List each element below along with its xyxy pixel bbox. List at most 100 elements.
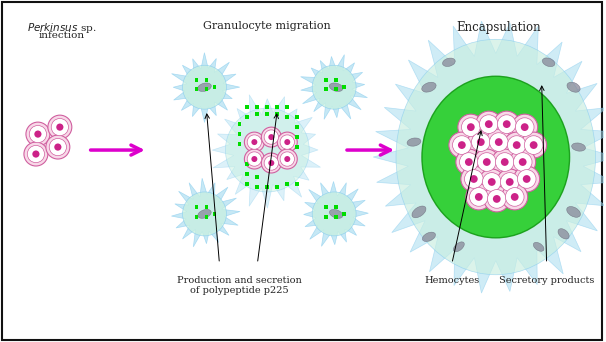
Circle shape	[49, 139, 67, 156]
Bar	[265, 112, 269, 116]
Bar	[256, 112, 259, 116]
Bar	[238, 122, 241, 126]
Circle shape	[46, 135, 70, 159]
Text: Hemocytes: Hemocytes	[424, 276, 479, 285]
Polygon shape	[304, 182, 368, 246]
Bar	[285, 182, 289, 186]
Circle shape	[464, 170, 483, 188]
Bar	[295, 145, 299, 149]
Ellipse shape	[533, 242, 544, 251]
Ellipse shape	[396, 39, 596, 275]
Circle shape	[515, 118, 534, 136]
Circle shape	[244, 149, 264, 169]
Bar	[265, 105, 269, 109]
Circle shape	[465, 158, 473, 166]
Bar	[295, 135, 299, 139]
Circle shape	[251, 139, 258, 145]
Circle shape	[477, 138, 485, 146]
Ellipse shape	[407, 138, 421, 146]
Circle shape	[182, 65, 227, 109]
Circle shape	[312, 65, 356, 109]
Circle shape	[523, 175, 531, 183]
Ellipse shape	[453, 242, 464, 252]
Circle shape	[495, 138, 502, 146]
Circle shape	[492, 149, 518, 175]
Bar	[295, 182, 299, 186]
Circle shape	[488, 178, 496, 186]
Text: Production and secretion
of polypeptide p225: Production and secretion of polypeptide …	[177, 276, 302, 295]
Circle shape	[459, 153, 478, 171]
Circle shape	[471, 133, 490, 152]
Ellipse shape	[198, 209, 211, 218]
Bar	[205, 88, 208, 91]
Bar	[245, 172, 249, 176]
Ellipse shape	[422, 82, 436, 92]
Circle shape	[32, 150, 39, 158]
Bar	[245, 182, 249, 186]
Circle shape	[312, 192, 356, 236]
Ellipse shape	[442, 58, 455, 66]
Circle shape	[519, 158, 527, 166]
Circle shape	[468, 129, 494, 155]
Circle shape	[478, 153, 496, 171]
Circle shape	[280, 135, 295, 149]
Circle shape	[483, 158, 491, 166]
Bar	[265, 185, 269, 189]
Circle shape	[504, 132, 530, 158]
Polygon shape	[212, 95, 321, 208]
Circle shape	[27, 145, 44, 163]
Bar	[213, 86, 216, 89]
Circle shape	[479, 115, 498, 133]
Circle shape	[487, 189, 506, 208]
Text: Granulocyte migration: Granulocyte migration	[204, 21, 331, 31]
Circle shape	[261, 127, 281, 147]
Circle shape	[278, 149, 298, 169]
Ellipse shape	[329, 83, 343, 91]
Bar	[256, 175, 259, 179]
Circle shape	[482, 173, 501, 191]
Circle shape	[511, 193, 519, 201]
Bar	[195, 78, 198, 82]
Bar	[205, 78, 208, 82]
Circle shape	[461, 166, 487, 192]
Circle shape	[486, 129, 511, 155]
Bar	[238, 142, 241, 146]
Circle shape	[511, 114, 538, 140]
Bar	[195, 215, 198, 219]
Circle shape	[502, 184, 528, 210]
Circle shape	[501, 173, 519, 191]
Bar	[295, 125, 299, 129]
Ellipse shape	[567, 82, 580, 92]
Bar	[324, 215, 328, 219]
Circle shape	[247, 135, 262, 149]
Ellipse shape	[198, 83, 211, 91]
Circle shape	[506, 178, 514, 186]
Bar	[195, 205, 198, 209]
Circle shape	[268, 134, 275, 140]
Circle shape	[280, 152, 295, 166]
Polygon shape	[171, 53, 240, 122]
Bar	[195, 88, 198, 91]
Bar	[213, 212, 216, 216]
Circle shape	[485, 120, 493, 128]
Circle shape	[458, 114, 484, 140]
Ellipse shape	[422, 76, 570, 238]
Bar	[335, 78, 338, 82]
Circle shape	[513, 153, 532, 171]
Circle shape	[261, 153, 281, 173]
Circle shape	[494, 111, 520, 137]
Circle shape	[475, 193, 483, 201]
Bar	[335, 215, 338, 219]
Bar	[324, 88, 328, 91]
Bar	[324, 78, 328, 82]
Circle shape	[251, 156, 258, 162]
Circle shape	[514, 166, 540, 192]
Circle shape	[52, 118, 68, 136]
Circle shape	[35, 131, 41, 138]
Circle shape	[284, 139, 290, 145]
Bar	[245, 105, 249, 109]
Circle shape	[182, 192, 227, 236]
Circle shape	[284, 156, 290, 162]
Ellipse shape	[567, 207, 581, 217]
Circle shape	[484, 186, 510, 212]
